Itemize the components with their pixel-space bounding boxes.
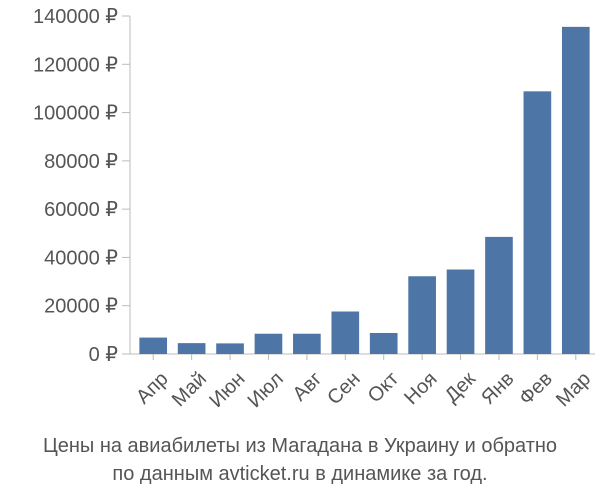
x-tick-label: Май bbox=[168, 368, 211, 411]
x-tick-label: Сен bbox=[323, 368, 364, 409]
bar bbox=[331, 311, 360, 354]
y-tick-label: 140000 ₽ bbox=[33, 6, 118, 28]
y-tick-label: 20000 ₽ bbox=[44, 296, 118, 318]
y-tick-label: 60000 ₽ bbox=[44, 199, 118, 221]
x-tick-label: Мар bbox=[552, 368, 595, 411]
y-tick-label: 120000 ₽ bbox=[33, 54, 118, 76]
chart-caption-line-2: по данным avticket.ru в динамике за год. bbox=[112, 463, 488, 485]
x-tick-label: Июл bbox=[244, 368, 288, 412]
bar bbox=[293, 333, 321, 354]
bar bbox=[177, 343, 206, 354]
bar bbox=[485, 236, 513, 354]
bar bbox=[561, 26, 590, 354]
bar bbox=[216, 343, 244, 354]
x-tick-label: Авг bbox=[289, 368, 327, 406]
x-tick-label: Окт bbox=[364, 368, 403, 407]
y-tick-label: 80000 ₽ bbox=[44, 151, 118, 173]
bar bbox=[408, 276, 436, 354]
y-tick-label: 100000 ₽ bbox=[33, 103, 118, 125]
x-tick-label: Фев bbox=[515, 368, 557, 410]
x-tick-label: Дек bbox=[441, 368, 480, 407]
x-tick-label: Ноя bbox=[400, 368, 441, 409]
y-tick-label: 40000 ₽ bbox=[44, 247, 118, 269]
x-tick-label: Июн bbox=[205, 368, 249, 412]
bar bbox=[369, 332, 398, 354]
bar bbox=[254, 333, 283, 354]
bar bbox=[139, 337, 168, 354]
bar bbox=[523, 91, 552, 354]
x-tick-label: Янв bbox=[477, 368, 518, 409]
x-tick-label: Апр bbox=[132, 368, 173, 409]
chart-caption-line-1: Цены на авиабилеты из Магадана в Украину… bbox=[42, 435, 558, 457]
bar bbox=[446, 269, 475, 354]
y-tick-label: 0 ₽ bbox=[89, 344, 119, 366]
